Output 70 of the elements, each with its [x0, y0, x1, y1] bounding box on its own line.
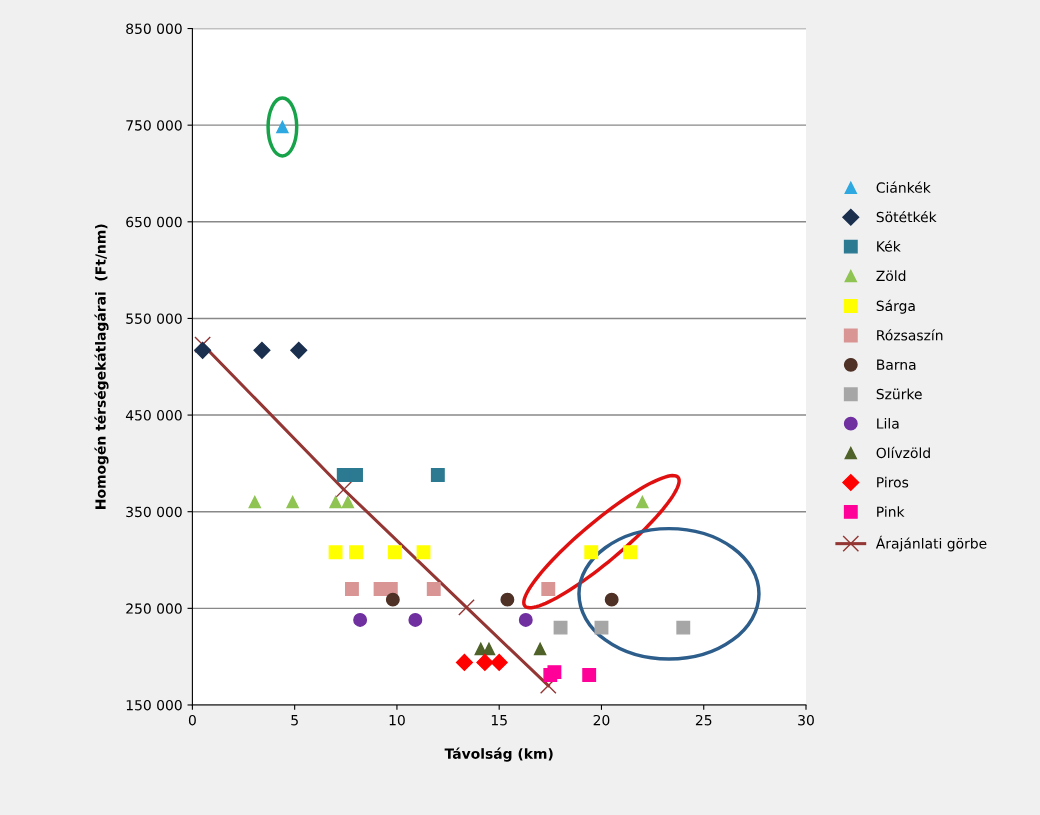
point: [335, 481, 353, 498]
point: [482, 642, 496, 656]
y-axis-title: Homogén térségekátlagárai (Ft/nm): [94, 224, 109, 509]
point: [385, 592, 400, 607]
x-tick-label: 0: [188, 714, 196, 726]
point: [416, 545, 431, 560]
x-axis-title: Távolság (km): [444, 747, 553, 762]
point: [476, 653, 494, 672]
point: [676, 620, 691, 635]
point: [455, 653, 473, 672]
point: [276, 120, 289, 134]
y-tick-label: 250 000: [126, 603, 182, 614]
point: [328, 545, 343, 560]
x-tick-label: 5: [291, 715, 298, 726]
legend-label: Lila: [877, 417, 899, 429]
point: [408, 612, 423, 627]
point: [541, 582, 556, 596]
legend-label: Rózsaszín: [877, 329, 943, 341]
point: [490, 653, 508, 672]
legend-label: Sárga: [876, 299, 915, 314]
point: [533, 642, 547, 656]
point: [329, 495, 342, 509]
point: [474, 642, 488, 656]
legend-label: Zöld: [876, 270, 906, 282]
point: [426, 582, 441, 596]
point: [430, 468, 445, 482]
point: [387, 545, 402, 560]
point: [584, 545, 599, 560]
y-tick-label: 450 000: [125, 410, 182, 421]
point: [253, 341, 271, 359]
y-tick-label: 550 000: [126, 313, 182, 324]
x-tick-label: 15: [491, 715, 507, 726]
point: [341, 495, 355, 509]
point: [290, 341, 308, 359]
y-tick-label: 850 000: [126, 23, 182, 34]
point: [604, 592, 619, 607]
point: [286, 495, 299, 509]
point: [349, 545, 363, 560]
legend-label: Piros: [877, 476, 909, 488]
point: [636, 495, 649, 509]
legend-label: Ciánkék: [876, 181, 931, 193]
y-tick-label: 150 000: [126, 699, 182, 711]
legend-label: Pink: [877, 506, 905, 517]
point: [500, 592, 515, 607]
point: [553, 620, 568, 635]
point: [194, 336, 211, 353]
point: [547, 665, 562, 680]
point: [458, 599, 475, 616]
point: [194, 341, 212, 359]
point: [248, 495, 262, 509]
point: [349, 468, 363, 482]
y-tick-label: 350 000: [126, 506, 182, 518]
y-tick-label: 750 000: [126, 120, 182, 131]
point: [582, 668, 597, 682]
x-tick-label: 25: [695, 714, 712, 726]
point: [344, 582, 359, 596]
legend-label: Sötétkék: [876, 210, 937, 223]
x-tick-label: 20: [593, 714, 610, 726]
y-tick-label: 650 000: [126, 216, 182, 228]
x-tick-label: 10: [389, 714, 405, 726]
legend-label: Barna: [877, 359, 916, 370]
legend-label: Szürke: [876, 388, 922, 400]
legend-label: Kék: [877, 240, 901, 252]
point: [518, 612, 533, 627]
point: [623, 545, 638, 560]
legend-label: Olívzöld: [876, 446, 930, 459]
point: [594, 620, 609, 635]
legend-label: Árajánlati görbe: [875, 535, 987, 552]
point: [353, 612, 368, 627]
x-tick-label: 30: [798, 714, 814, 726]
